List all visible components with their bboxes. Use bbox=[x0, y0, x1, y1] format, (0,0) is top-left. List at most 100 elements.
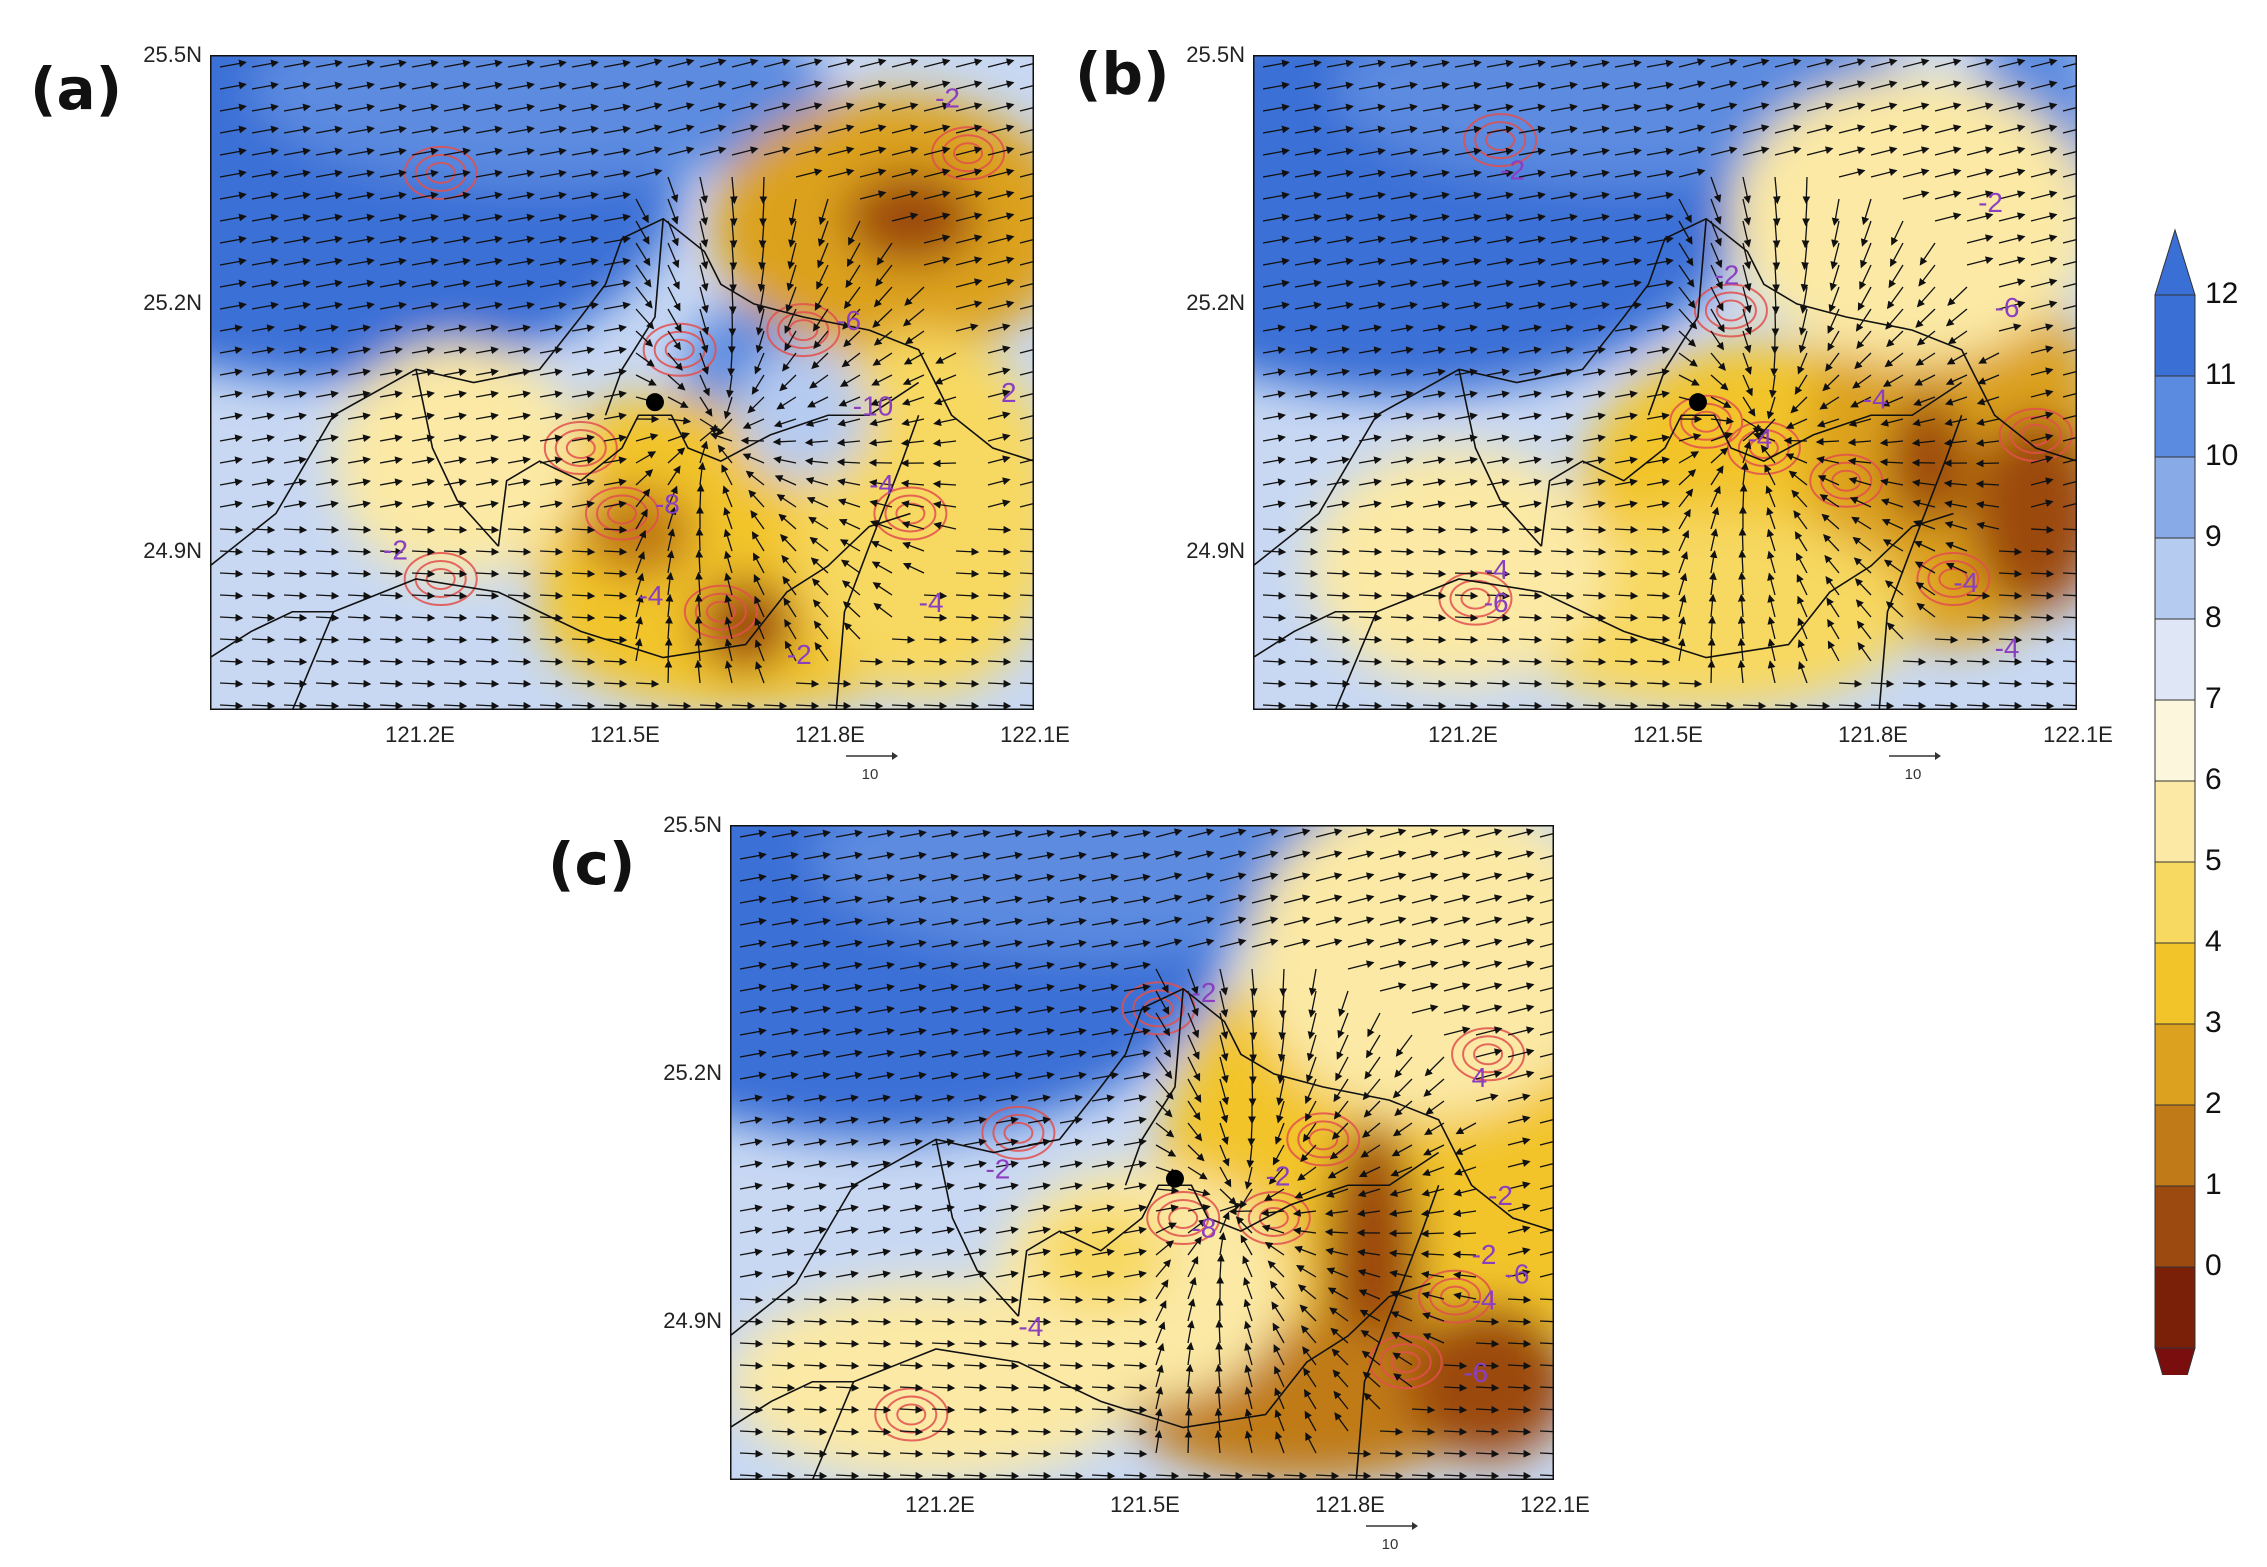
wind-vector bbox=[742, 453, 765, 464]
contour-label: -4 bbox=[1484, 554, 1509, 585]
wind-vector bbox=[379, 191, 407, 200]
wind-vector bbox=[251, 500, 275, 509]
wind-vector bbox=[901, 418, 925, 427]
wind-vector bbox=[539, 324, 563, 333]
wind-vector bbox=[795, 146, 823, 156]
wind-vector bbox=[379, 59, 407, 68]
wind-vector bbox=[315, 103, 343, 112]
wind-vector bbox=[411, 59, 439, 68]
wind-vector bbox=[699, 102, 727, 112]
wind-vector bbox=[283, 301, 311, 310]
wind-vector bbox=[347, 257, 375, 266]
wind-vector bbox=[219, 235, 247, 244]
wind-vector bbox=[923, 168, 951, 178]
wind-vector bbox=[219, 456, 243, 465]
contour-line bbox=[895, 502, 926, 525]
wind-vector bbox=[475, 346, 499, 355]
wind-vector bbox=[475, 147, 503, 156]
wind-vector bbox=[219, 125, 247, 134]
wind-vector bbox=[1019, 370, 1034, 376]
boundary-line bbox=[415, 369, 499, 547]
wind-vector bbox=[763, 124, 791, 134]
wind-vector bbox=[837, 418, 861, 427]
wind-vector bbox=[603, 59, 631, 68]
wind-vector bbox=[539, 191, 567, 200]
reference-vector-label: 10 bbox=[1381, 1536, 1399, 1553]
wind-vector bbox=[443, 301, 471, 310]
colorbar-segment bbox=[2154, 1104, 2196, 1187]
wind-vector bbox=[603, 169, 631, 178]
contour-label: -4 bbox=[1472, 1285, 1497, 1316]
wind-vector bbox=[251, 390, 275, 399]
wind-vector bbox=[347, 59, 375, 68]
wind-vector bbox=[347, 434, 371, 443]
wind-vector bbox=[219, 147, 247, 156]
wind-vector bbox=[219, 525, 244, 534]
colorbar-segment bbox=[2154, 699, 2196, 782]
boundary-line bbox=[291, 512, 911, 710]
wind-vector bbox=[1019, 436, 1034, 442]
wind-vector bbox=[987, 411, 1011, 420]
wind-vector bbox=[836, 438, 861, 447]
wind-vector bbox=[347, 368, 371, 377]
wind-vector bbox=[347, 456, 371, 465]
boundary-line bbox=[604, 218, 664, 416]
wind-vector bbox=[347, 324, 371, 333]
wind-vector bbox=[283, 103, 311, 112]
wind-vector bbox=[475, 235, 503, 244]
wind-vector bbox=[635, 286, 653, 309]
wind-vector bbox=[603, 434, 627, 443]
wind-vector bbox=[507, 412, 531, 421]
wind-vector bbox=[782, 352, 797, 372]
wind-vector bbox=[571, 412, 595, 421]
wind-vector bbox=[1738, 527, 1747, 552]
wind-vector bbox=[251, 103, 279, 112]
wind-vector bbox=[987, 190, 1015, 200]
wind-vector bbox=[699, 426, 718, 442]
wind-vector bbox=[251, 456, 275, 465]
wind-vector bbox=[763, 102, 791, 112]
wind-vector bbox=[955, 323, 979, 332]
wind-vector bbox=[539, 213, 567, 222]
wind-vector bbox=[923, 102, 951, 112]
wind-vector bbox=[315, 434, 339, 443]
wind-vector bbox=[813, 330, 829, 350]
wind-vector bbox=[667, 58, 695, 68]
wind-vector bbox=[443, 169, 471, 178]
wind-vector bbox=[717, 444, 733, 464]
wind-vector bbox=[776, 494, 797, 508]
wind-vector bbox=[411, 324, 435, 333]
wind-vector bbox=[571, 525, 596, 534]
contour-label: -2 bbox=[935, 82, 960, 113]
wind-vector bbox=[411, 390, 435, 399]
wind-vector bbox=[379, 257, 407, 266]
colorbar-segment bbox=[2154, 780, 2196, 863]
wind-vector bbox=[667, 102, 695, 112]
wind-vector bbox=[1975, 459, 2000, 468]
wind-vector bbox=[539, 500, 563, 509]
lat-tick-label: 25.2N bbox=[1186, 290, 1245, 315]
wind-vector bbox=[635, 124, 663, 134]
colorbar-segment bbox=[2154, 456, 2196, 539]
wind-vector bbox=[507, 81, 535, 90]
colorbar-segment bbox=[2154, 1185, 2196, 1268]
wind-vector bbox=[347, 279, 375, 288]
wind-vector bbox=[251, 147, 279, 156]
wind-vector bbox=[859, 80, 887, 90]
wind-vector bbox=[315, 301, 343, 310]
wind-vector bbox=[667, 146, 695, 156]
wind-vector bbox=[699, 80, 727, 90]
wind-vector bbox=[987, 234, 1015, 244]
wind-vector bbox=[806, 497, 829, 508]
wind-vector bbox=[347, 412, 371, 421]
wind-vector bbox=[443, 434, 467, 443]
wind-vector bbox=[818, 198, 829, 226]
contour-line bbox=[705, 600, 736, 623]
wind-vector bbox=[933, 396, 957, 406]
wind-vector bbox=[283, 235, 311, 244]
wind-vector bbox=[667, 242, 680, 269]
colorbar-segment bbox=[2154, 942, 2196, 1025]
wind-vector bbox=[699, 352, 709, 375]
wind-vector bbox=[755, 330, 765, 354]
wind-vector bbox=[603, 368, 627, 377]
